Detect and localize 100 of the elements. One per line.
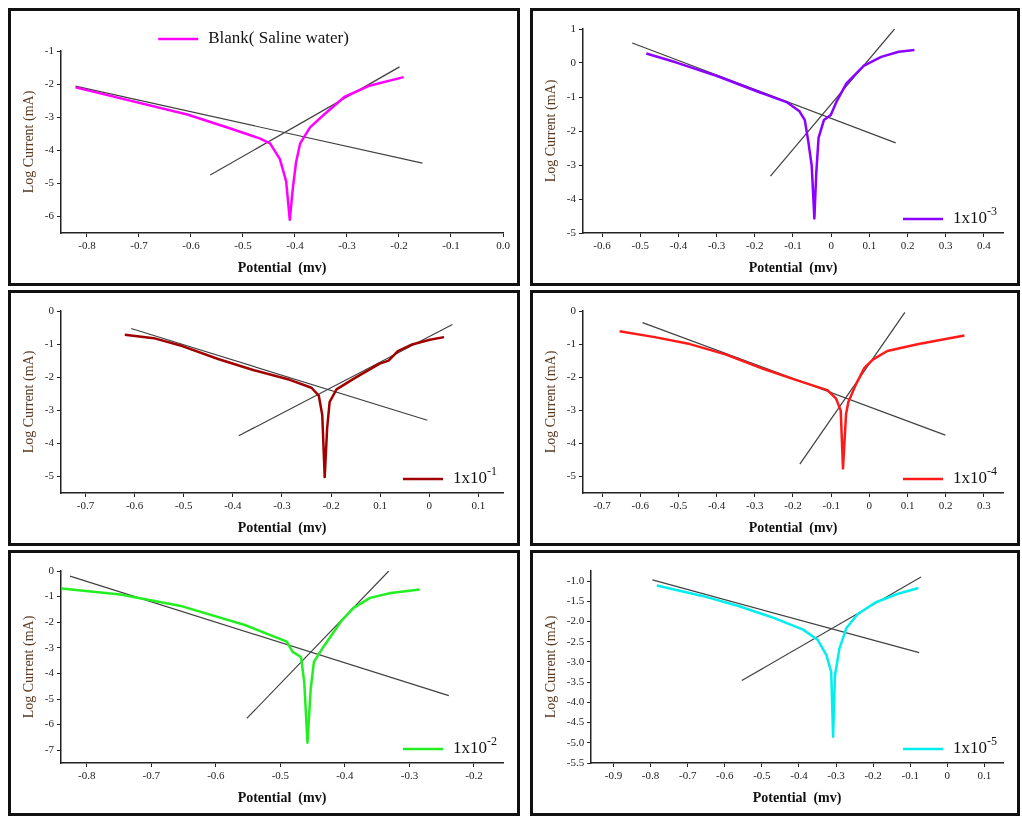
x-tick-label: 0.1: [373, 499, 388, 512]
y-tick-label: 0: [48, 303, 55, 316]
x-tick-label: -0.5: [753, 769, 772, 782]
y-axis-title: Log Current (mA): [543, 350, 560, 454]
y-tick-label: 0: [48, 563, 55, 576]
x-tick-label: -0.4: [790, 769, 809, 782]
x-tick-label: -0.7: [130, 239, 149, 252]
x-axis-title: Potential (mv): [748, 520, 838, 537]
x-tick-label: -0.1: [822, 499, 840, 512]
y-axis-title: Log Current (mA): [21, 615, 38, 719]
x-tick-label: -0.7: [593, 499, 612, 512]
x-tick-label: 0.2: [900, 239, 915, 252]
y-tick-label: -3: [566, 157, 577, 170]
y-tick-label: -1: [566, 336, 576, 349]
x-tick-label: -0.2: [864, 769, 882, 782]
y-tick-label: -3: [44, 403, 55, 416]
x-tick-label: -0.3: [338, 239, 357, 252]
x-tick-label: -0.7: [142, 769, 161, 782]
y-tick-label: -7: [44, 743, 55, 756]
x-tick-label: -0.2: [465, 769, 483, 782]
x-tick-label: -0.7: [678, 769, 697, 782]
y-tick-label: -6: [44, 209, 55, 222]
y-tick-label: -4: [44, 436, 55, 449]
y-tick-label: -3.5: [566, 675, 585, 688]
y-tick-label: -5.5: [566, 755, 585, 768]
x-tick-label: 0.0: [496, 239, 511, 252]
x-tick-label: -0.6: [716, 769, 734, 782]
x-tick-label: 0.3: [938, 239, 954, 252]
x-tick-label: -0.4: [286, 239, 305, 252]
y-tick-label: -2.0: [566, 614, 585, 627]
y-tick-label: -1: [44, 589, 54, 602]
x-axis-title: Potential (mv): [237, 260, 327, 277]
y-tick-label: -4: [566, 191, 577, 204]
x-tick-label: 0.3: [977, 499, 992, 512]
y-tick-label: -3: [566, 403, 577, 416]
x-tick-label: -0.1: [901, 769, 919, 782]
y-tick-label: -4.5: [566, 715, 585, 728]
x-tick-label: -0.4: [707, 499, 726, 512]
y-tick-label: -5: [44, 176, 55, 189]
x-tick-label: -0.5: [271, 769, 290, 782]
x-tick-label: -0.2: [322, 499, 340, 512]
x-tick-label: -0.4: [336, 769, 355, 782]
x-tick-label: -0.8: [78, 769, 96, 782]
x-tick-label: 0.1: [471, 499, 486, 512]
y-tick-label: -2: [566, 370, 576, 383]
x-tick-label: -0.6: [125, 499, 144, 512]
x-axis-title: Potential (mv): [752, 790, 842, 807]
y-tick-label: -1.0: [566, 574, 585, 586]
x-tick-label: -0.4: [224, 499, 243, 512]
y-axis-title: Log Current (mA): [543, 79, 560, 183]
x-tick-label: 0.1: [862, 239, 877, 252]
y-tick-label: 1: [570, 21, 576, 34]
y-tick-label: -5: [44, 469, 55, 482]
x-tick-label: -0.3: [707, 239, 726, 252]
x-axis-title: Potential (mv): [237, 520, 327, 537]
y-tick-label: -1: [566, 89, 576, 102]
x-tick-label: -0.6: [593, 239, 612, 252]
x-tick-label: 0: [944, 769, 951, 782]
y-axis-title: Log Current (mA): [21, 350, 38, 454]
y-tick-label: 0: [570, 55, 577, 68]
x-tick-label: -0.8: [641, 769, 660, 782]
y-tick-label: -3.0: [566, 654, 585, 667]
y-tick-label: -1: [44, 336, 54, 349]
y-axis-title: Log Current (mA): [21, 90, 38, 194]
x-tick-label: -0.2: [746, 239, 764, 252]
y-tick-label: -3: [44, 110, 55, 123]
x-tick-label: -0.3: [746, 499, 764, 512]
y-tick-label: -6: [44, 717, 55, 730]
y-tick-label: -2: [44, 370, 54, 383]
x-tick-label: 0.4: [977, 239, 992, 252]
x-tick-label: 0: [866, 499, 873, 512]
x-tick-label: -0.1: [784, 239, 802, 252]
x-tick-label: -0.5: [234, 239, 253, 252]
y-tick-label: -4: [44, 666, 55, 679]
legend-label: Blank( Saline water): [208, 28, 349, 48]
x-tick-label: 0.1: [900, 499, 915, 512]
x-tick-label: -0.6: [207, 769, 226, 782]
y-tick-label: -4.0: [566, 695, 585, 708]
x-tick-label: 0.2: [938, 499, 953, 512]
x-tick-label: 0.1: [977, 769, 992, 782]
x-tick-label: -0.2: [390, 239, 408, 252]
y-tick-label: -3: [44, 640, 55, 653]
y-tick-label: -2: [44, 615, 54, 628]
x-tick-label: 0: [828, 239, 835, 252]
y-tick-label: -2: [44, 76, 54, 89]
x-tick-label: -0.4: [669, 239, 688, 252]
x-axis-title: Potential (mv): [237, 790, 327, 807]
y-tick-label: -4: [566, 436, 577, 449]
x-tick-label: -0.7: [76, 499, 95, 512]
y-axis-title: Log Current (mA): [543, 615, 560, 719]
y-tick-label: -5: [44, 691, 55, 704]
x-tick-label: -0.3: [827, 769, 846, 782]
x-tick-label: -0.1: [442, 239, 460, 252]
y-tick-label: -5.0: [566, 735, 585, 748]
y-tick-label: -5: [566, 225, 577, 238]
y-tick-label: -1.5: [566, 594, 585, 607]
x-tick-label: -0.2: [784, 499, 802, 512]
x-tick-label: -0.3: [400, 769, 419, 782]
x-tick-label: -0.6: [182, 239, 201, 252]
x-tick-label: -0.5: [175, 499, 193, 512]
